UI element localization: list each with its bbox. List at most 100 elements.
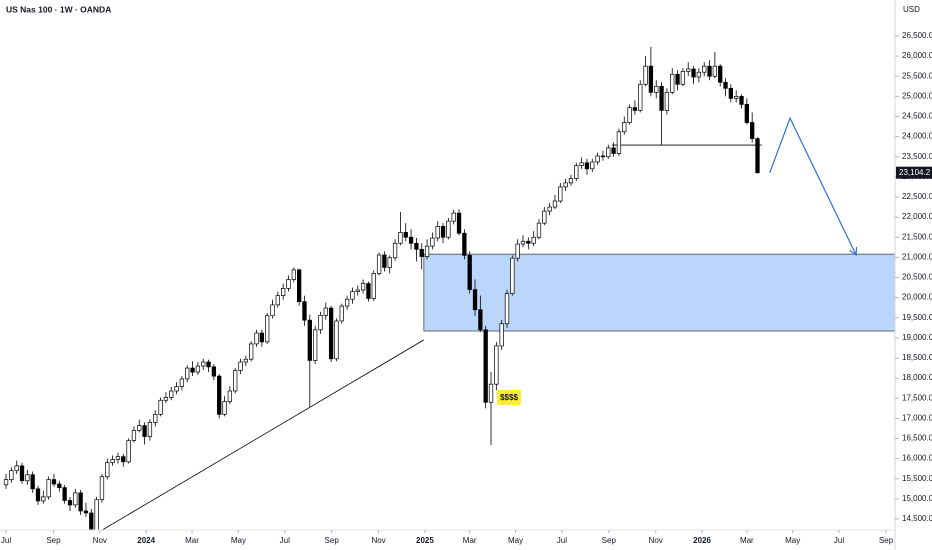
candle-body bbox=[291, 269, 296, 280]
candle-body bbox=[616, 131, 622, 154]
candle-body bbox=[62, 487, 67, 501]
candle-body bbox=[467, 255, 472, 290]
y-tick-label: 16,000.0 bbox=[902, 454, 932, 463]
trendline bbox=[101, 339, 425, 530]
candle-body bbox=[435, 226, 440, 239]
x-tick-label: Jul bbox=[557, 536, 567, 545]
candle-body bbox=[638, 83, 643, 111]
candle-body bbox=[648, 65, 654, 93]
candle-body bbox=[99, 476, 105, 501]
candle-body bbox=[659, 85, 664, 111]
candle-body bbox=[110, 459, 115, 464]
candle-body bbox=[254, 332, 259, 345]
candle-body bbox=[270, 304, 275, 317]
x-tick-label: Jul bbox=[1, 536, 11, 545]
candle-body bbox=[46, 479, 51, 498]
candle-body bbox=[185, 367, 190, 380]
candle-body bbox=[430, 237, 435, 247]
x-tick-label: Nov bbox=[93, 536, 107, 545]
x-tick-label: Sep bbox=[602, 536, 617, 545]
candle-body bbox=[297, 269, 302, 302]
arrow-head bbox=[849, 246, 858, 257]
candle-body bbox=[419, 248, 424, 257]
candle-body bbox=[153, 414, 158, 423]
y-tick-label: 14,500.0 bbox=[902, 514, 932, 523]
annotation: $$$$ bbox=[497, 390, 521, 405]
candle-body bbox=[387, 257, 392, 268]
candle-body bbox=[728, 87, 733, 99]
y-tick-label: 24,500.0 bbox=[902, 112, 932, 121]
candle-body bbox=[643, 65, 648, 85]
candle-body bbox=[712, 65, 718, 77]
y-tick-label: 17,500.0 bbox=[902, 393, 932, 402]
candle-body bbox=[286, 279, 291, 289]
y-tick-label: 26,000.0 bbox=[902, 51, 932, 60]
candle-body bbox=[73, 492, 78, 506]
candle-body bbox=[179, 378, 185, 387]
x-tick-label: May bbox=[508, 536, 523, 545]
candle-body bbox=[222, 401, 227, 415]
candle-body bbox=[249, 343, 254, 360]
candle-body bbox=[552, 200, 558, 208]
x-tick-label: 2025 bbox=[416, 536, 434, 545]
annotation-text: $$$$ bbox=[500, 393, 518, 402]
y-tick-label: 18,500.0 bbox=[902, 353, 932, 362]
candle-body bbox=[169, 390, 174, 398]
candle-body bbox=[414, 242, 419, 250]
candle-body bbox=[632, 107, 638, 111]
candle-body bbox=[35, 488, 41, 502]
candle-body bbox=[57, 483, 62, 488]
candle-body bbox=[510, 257, 515, 294]
candle-body bbox=[126, 440, 131, 463]
candle-body bbox=[526, 240, 531, 244]
candle-body bbox=[536, 222, 542, 238]
candle-body bbox=[403, 232, 408, 238]
y-tick-label: 19,000.0 bbox=[902, 333, 932, 342]
y-tick-label: 23,500.0 bbox=[902, 152, 932, 161]
candle-body bbox=[265, 315, 270, 343]
candle-body bbox=[595, 155, 600, 163]
candle-body bbox=[190, 367, 195, 373]
y-tick-label: 25,000.0 bbox=[902, 91, 932, 100]
candle-body bbox=[670, 73, 675, 93]
candle-body bbox=[89, 512, 94, 530]
candle-body bbox=[696, 71, 702, 78]
candle-body bbox=[579, 162, 584, 166]
candle-body bbox=[472, 289, 478, 311]
y-tick-label: 17,000.0 bbox=[902, 413, 932, 422]
candle-body bbox=[206, 361, 211, 368]
candle-body bbox=[238, 361, 243, 371]
x-tick-label: May bbox=[231, 536, 246, 545]
candle-body bbox=[344, 298, 350, 307]
candle-body bbox=[558, 186, 563, 202]
y-tick-label: 22,000.0 bbox=[902, 212, 932, 221]
candle-body bbox=[355, 289, 360, 292]
candle-body bbox=[174, 386, 179, 392]
candle-body bbox=[520, 240, 526, 245]
candle-body bbox=[158, 399, 163, 415]
candle-body bbox=[707, 65, 712, 77]
candle-body bbox=[600, 155, 606, 158]
candle-body bbox=[147, 422, 153, 437]
y-tick-label: 15,500.0 bbox=[902, 474, 932, 483]
candle-body bbox=[94, 499, 99, 530]
candle-body bbox=[563, 182, 568, 188]
candle-body bbox=[51, 479, 57, 485]
candle-body bbox=[606, 147, 611, 158]
candle-body bbox=[163, 397, 169, 401]
candle-body bbox=[723, 81, 728, 89]
chart-title: US Nas 100 · 1W · OANDA bbox=[6, 4, 111, 14]
candle-body bbox=[654, 85, 659, 93]
candle-body bbox=[584, 162, 590, 170]
candle-body bbox=[611, 147, 616, 154]
candle-body bbox=[328, 307, 334, 360]
candle-body bbox=[83, 510, 89, 514]
candle-body bbox=[542, 210, 547, 224]
y-tick-label: 20,500.0 bbox=[902, 273, 932, 282]
candle-body bbox=[9, 470, 14, 480]
candle-body bbox=[201, 361, 206, 367]
candle-body bbox=[408, 236, 414, 244]
candle-body bbox=[302, 301, 307, 321]
x-tick-label: Jul bbox=[280, 536, 290, 545]
